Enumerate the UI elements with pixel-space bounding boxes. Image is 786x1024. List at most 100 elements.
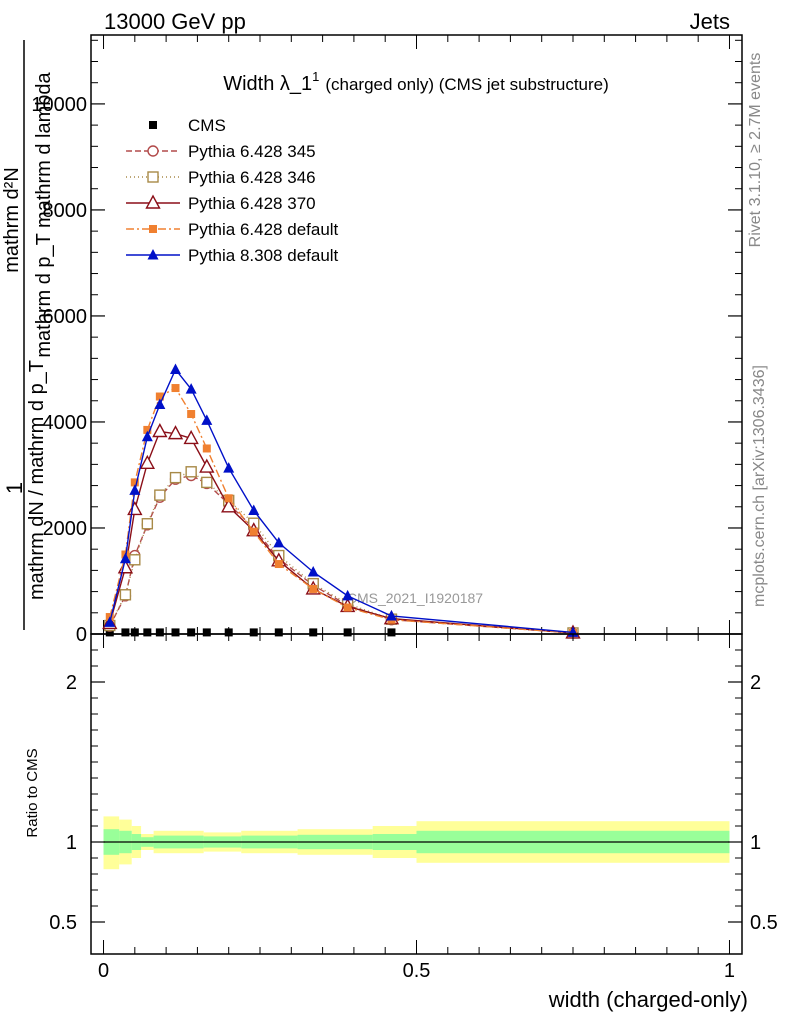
data-point <box>155 628 164 637</box>
data-point <box>129 484 141 495</box>
ratio-tick-label-left: 0.5 <box>49 912 77 934</box>
legend-marker <box>149 121 157 129</box>
data-point <box>224 494 233 503</box>
series-line <box>109 387 574 634</box>
data-point <box>152 423 168 438</box>
legend-entry: Pythia 8.308 default <box>126 246 339 265</box>
data-point <box>104 616 116 627</box>
series-4 <box>105 384 577 637</box>
y-tick-label: 6000 <box>43 306 88 328</box>
data-point <box>202 444 211 453</box>
series-0 <box>105 628 577 637</box>
data-point <box>199 458 215 473</box>
x-tick-label: 1 <box>724 960 735 982</box>
series-1 <box>104 469 579 639</box>
data-point <box>342 589 354 601</box>
data-point <box>187 410 196 419</box>
title-suffix: (charged only) (CMS jet substructure) <box>325 75 608 94</box>
data-point <box>249 527 258 536</box>
x-tick-label: 0 <box>98 960 109 982</box>
data-point <box>143 628 152 637</box>
main-axis-ticks <box>91 35 742 635</box>
y-axis-label: 1 mathrm d²N mathrm d p_T mathrm d lambd… <box>1 40 55 630</box>
data-point <box>201 476 213 489</box>
data-point <box>273 536 285 548</box>
legend-label: Pythia 6.428 345 <box>188 142 316 161</box>
legend-entry: Pythia 6.428 345 <box>126 142 316 161</box>
data-point <box>130 478 139 487</box>
data-point <box>170 363 182 374</box>
ylabel-prefix-sub: mathrm dN / mathrm d p_T <box>26 360 48 600</box>
ratio-tick-label-left: 2 <box>66 672 77 694</box>
ratio-tick-label-right: 1 <box>750 832 761 854</box>
data-point <box>141 518 154 530</box>
data-point <box>121 628 130 637</box>
ratio-bands <box>103 816 730 870</box>
chart-title: Width λ_11 (charged only) (CMS jet substr… <box>223 69 609 95</box>
legend-marker <box>149 225 157 233</box>
data-point <box>187 628 196 637</box>
series-line <box>109 474 574 634</box>
title-sup: 1 <box>312 69 319 84</box>
data-point <box>274 628 283 637</box>
ylabel-prefix: 1 <box>2 482 27 494</box>
data-point <box>183 429 199 445</box>
legend-entry: Pythia 6.428 default <box>126 220 339 239</box>
main-y-tick-labels: 0 2000 4000 6000 8000 10000 <box>31 94 87 646</box>
legend-entry: CMS <box>149 116 226 135</box>
y-tick-label: 0 <box>76 624 87 646</box>
data-point <box>223 462 235 473</box>
ratio-ylabel: Ratio to CMS <box>24 748 41 837</box>
series-layer <box>102 363 581 639</box>
data-point <box>307 565 319 577</box>
ratio-tick-label-left: 1 <box>66 832 77 854</box>
data-point <box>274 560 283 569</box>
y-tick-label: 4000 <box>43 412 88 434</box>
legend-marker <box>147 171 159 183</box>
legend-label: Pythia 8.308 default <box>188 246 339 265</box>
data-point <box>119 589 132 601</box>
mcplots-label: mcplots.cern.ch [arXiv:1306.3436] <box>751 365 768 607</box>
data-point <box>221 498 237 513</box>
ratio-tick-labels: 0.5 0.5 1 1 2 2 <box>49 672 778 934</box>
legend-entry: Pythia 6.428 370 <box>126 194 316 213</box>
data-point <box>167 425 184 440</box>
legend-marker <box>147 145 159 157</box>
data-point <box>143 425 152 434</box>
data-point <box>139 454 156 470</box>
data-point <box>119 552 131 564</box>
series-line <box>109 368 574 634</box>
energy-label: 13000 GeV pp <box>104 9 246 34</box>
x-tick-labels: 0 0.5 1 <box>98 960 735 982</box>
data-point <box>343 628 352 637</box>
ratio-tick-label-right: 2 <box>750 672 761 694</box>
y-tick-label: 2000 <box>43 518 88 540</box>
data-point <box>154 489 166 501</box>
data-point <box>224 628 233 637</box>
series-line <box>109 430 574 634</box>
ratio-tick-label-right: 0.5 <box>750 912 778 934</box>
analysis-watermark: CMS_2021_I1920187 <box>347 590 483 606</box>
x-tick-label: 0.5 <box>403 960 431 982</box>
data-point <box>201 414 213 425</box>
data-point <box>171 628 180 637</box>
series-2 <box>104 466 579 639</box>
data-point <box>385 609 397 621</box>
ylabel-denominator: mathrm d p_T mathrm d lambda <box>33 71 55 357</box>
data-point <box>129 554 141 566</box>
data-point <box>105 628 114 637</box>
data-point <box>169 471 182 484</box>
data-point <box>249 628 258 637</box>
x-axis-label: width (charged-only) <box>548 987 748 1012</box>
legend-marker <box>147 249 159 260</box>
y-tick-label: 8000 <box>43 200 88 222</box>
data-point <box>155 392 164 401</box>
ratio-axis-ticks <box>91 634 742 954</box>
data-point <box>309 584 318 593</box>
data-point <box>127 500 143 516</box>
legend: CMS Pythia 6.428 345 Pythia 6.428 346 Pythi… <box>126 116 339 265</box>
data-point <box>185 383 197 394</box>
y-tick-label: 10000 <box>31 94 87 116</box>
data-point <box>185 466 197 478</box>
